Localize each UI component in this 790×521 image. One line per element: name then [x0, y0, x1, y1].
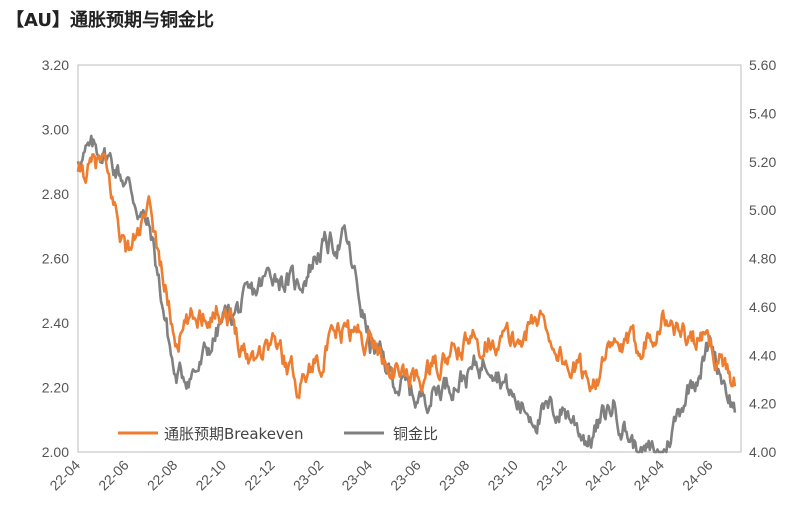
chart-title: 【AU】通胀预期与铜金比: [6, 10, 214, 31]
y-left-tick-label: 3.20: [42, 57, 69, 73]
x-tick-label: 24-02: [582, 457, 619, 494]
series-line-breakeven: [76, 152, 737, 399]
legend-label-copper-gold-ratio: 铜金比: [393, 425, 438, 443]
legend-label-breakeven: 通胀预期Breakeven: [164, 425, 304, 443]
y-right-tick-label: 5.00: [749, 202, 776, 218]
x-tick-label: 23-06: [387, 457, 424, 494]
x-tick-label: 24-06: [679, 457, 716, 494]
x-tick-label: 22-08: [144, 457, 181, 494]
y-right-tick-label: 4.80: [749, 251, 776, 267]
y-right-tick-label: 5.40: [749, 105, 776, 121]
x-tick-label: 24-04: [630, 457, 667, 494]
y-left-tick-label: 2.40: [42, 315, 69, 331]
x-tick-label: 23-04: [338, 457, 375, 494]
series-line-copper-gold-ratio: [76, 134, 737, 454]
y-right-tick-label: 4.00: [749, 444, 776, 460]
x-tick-label: 22-12: [241, 457, 278, 494]
plot-area: [77, 64, 742, 453]
y-right-tick-label: 4.20: [749, 396, 776, 412]
x-tick-label: 23-12: [533, 457, 570, 494]
y-left-tick-label: 2.60: [42, 251, 69, 267]
y-right-tick-label: 4.60: [749, 299, 776, 315]
y-left-tick-label: 2.80: [42, 186, 69, 202]
x-tick-label: 23-08: [436, 457, 473, 494]
y-right-tick-label: 4.40: [749, 347, 776, 363]
x-tick-label: 23-02: [290, 457, 327, 494]
y-left-tick-label: 2.20: [42, 380, 69, 396]
y-left-tick-label: 3.00: [42, 122, 69, 138]
x-tick-label: 22-04: [46, 457, 83, 494]
x-tick-label: 22-06: [95, 457, 132, 494]
y-right-tick-label: 5.60: [749, 57, 776, 73]
y-left-tick-label: 2.00: [42, 444, 69, 460]
x-tick-label: 22-10: [192, 457, 229, 494]
y-right-tick-label: 5.20: [749, 154, 776, 170]
x-tick-label: 23-10: [484, 457, 521, 494]
